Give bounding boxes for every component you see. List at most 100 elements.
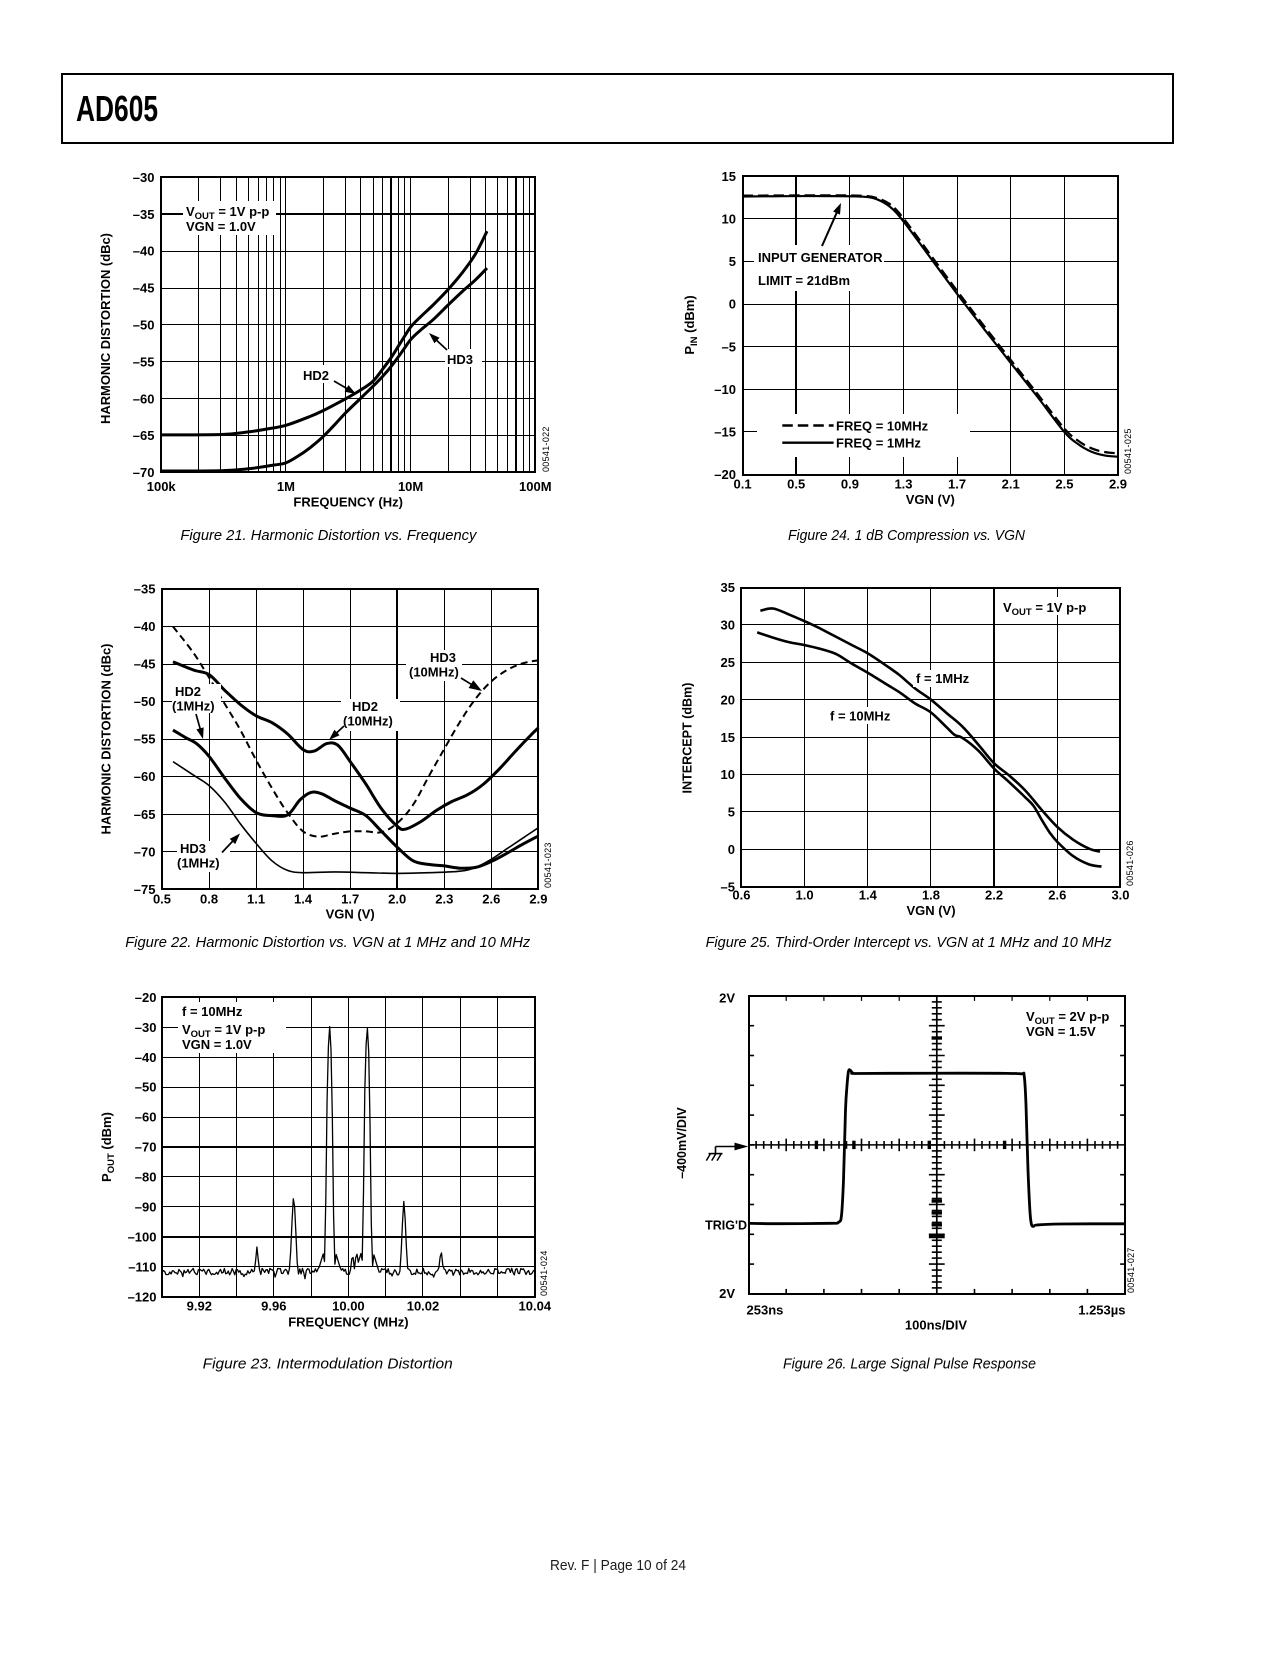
svg-text:0.6: 0.6 (732, 888, 750, 903)
svg-text:LIMIT = 21dBm: LIMIT = 21dBm (758, 273, 850, 288)
svg-text:VGN = 1.0V: VGN = 1.0V (182, 1037, 252, 1052)
svg-text:INTERCEPT (dBm): INTERCEPT (dBm) (680, 683, 695, 794)
svg-text:2.1: 2.1 (1002, 477, 1020, 492)
svg-text:1.4: 1.4 (294, 892, 313, 907)
svg-text:00541-023: 00541-023 (543, 842, 553, 888)
svg-text:–75: –75 (134, 882, 156, 897)
svg-text:2.6: 2.6 (482, 892, 500, 907)
svg-text:f = 10MHz: f = 10MHz (830, 709, 891, 724)
svg-text:–60: –60 (133, 391, 155, 406)
svg-text:1.1: 1.1 (247, 892, 265, 907)
svg-text:–80: –80 (135, 1170, 157, 1185)
svg-text:FREQ = 1MHz: FREQ = 1MHz (836, 436, 921, 451)
svg-text:TRIG'D: TRIG'D (705, 1219, 747, 1233)
svg-text:VGN (V): VGN (V) (906, 903, 955, 918)
svg-text:–30: –30 (135, 1020, 157, 1035)
svg-text:AD605: AD605 (76, 88, 158, 129)
svg-text:HD2: HD2 (303, 368, 329, 383)
svg-text:2.0: 2.0 (388, 892, 406, 907)
svg-text:Figure 24. 1 dB Compression vs: Figure 24. 1 dB Compression vs. VGN (788, 527, 1025, 544)
svg-text:HARMONIC DISTORTION (dBc): HARMONIC DISTORTION (dBc) (98, 233, 113, 424)
svg-text:100k: 100k (147, 479, 177, 494)
svg-text:Figure 21. Harmonic Distortion: Figure 21. Harmonic Distortion vs. Frequ… (180, 527, 477, 544)
svg-text:00541-024: 00541-024 (539, 1250, 549, 1296)
svg-text:9.92: 9.92 (187, 1299, 212, 1314)
svg-text:–65: –65 (133, 428, 155, 443)
svg-text:20: 20 (721, 692, 735, 707)
svg-text:VGN = 1.0V: VGN = 1.0V (186, 219, 256, 234)
svg-text:2V: 2V (719, 1286, 735, 1301)
svg-text:–45: –45 (134, 657, 156, 672)
svg-text:(1MHz): (1MHz) (172, 699, 215, 714)
svg-text:2.5: 2.5 (1055, 477, 1073, 492)
svg-text:2.2: 2.2 (985, 888, 1003, 903)
svg-text:VGN (V): VGN (V) (326, 907, 375, 922)
svg-text:0.5: 0.5 (153, 892, 171, 907)
svg-text:–65: –65 (134, 807, 156, 822)
svg-text:–35: –35 (134, 582, 156, 597)
svg-text:–400mV/DIV: –400mV/DIV (675, 1107, 689, 1179)
svg-text:10M: 10M (398, 479, 423, 494)
svg-text:(10MHz): (10MHz) (343, 714, 393, 729)
svg-text:Rev. F | Page 10 of 24: Rev. F | Page 10 of 24 (550, 1558, 686, 1574)
svg-text:–60: –60 (134, 769, 156, 784)
svg-text:–70: –70 (134, 844, 156, 859)
svg-text:–70: –70 (135, 1140, 157, 1155)
svg-text:–55: –55 (134, 732, 156, 747)
svg-text:–55: –55 (133, 354, 155, 369)
svg-text:1M: 1M (277, 479, 295, 494)
svg-text:253ns: 253ns (747, 1303, 784, 1318)
svg-text:FREQ = 10MHz: FREQ = 10MHz (836, 419, 929, 434)
svg-text:1.4: 1.4 (859, 888, 878, 903)
svg-text:–30: –30 (133, 170, 155, 185)
svg-text:–10: –10 (714, 382, 736, 397)
svg-text:9.96: 9.96 (261, 1299, 286, 1314)
svg-text:FREQUENCY (Hz): FREQUENCY (Hz) (293, 495, 403, 510)
svg-text:30: 30 (721, 618, 735, 633)
svg-text:10: 10 (722, 211, 736, 226)
svg-text:10: 10 (721, 767, 735, 782)
svg-text:0.5: 0.5 (787, 477, 805, 492)
svg-text:(10MHz): (10MHz) (409, 665, 459, 680)
svg-text:10.00: 10.00 (332, 1299, 365, 1314)
svg-text:00541-025: 00541-025 (1123, 428, 1133, 474)
svg-text:3.0: 3.0 (1111, 888, 1129, 903)
svg-text:100ns/DIV: 100ns/DIV (905, 1318, 967, 1333)
svg-text:5: 5 (728, 805, 735, 820)
svg-text:–70: –70 (133, 465, 155, 480)
svg-text:Figure 25. Third-Order Interce: Figure 25. Third-Order Intercept vs. VGN… (706, 934, 1112, 951)
svg-text:HD2: HD2 (175, 684, 201, 699)
svg-text:0: 0 (729, 297, 736, 312)
svg-text:HARMONIC DISTORTION (dBc): HARMONIC DISTORTION (dBc) (99, 644, 114, 835)
svg-text:5: 5 (729, 254, 736, 269)
svg-text:–40: –40 (135, 1050, 157, 1065)
svg-text:Figure 23. Intermodulation Dis: Figure 23. Intermodulation Distortion (203, 1356, 453, 1373)
svg-text:Figure 22. Harmonic Distortion: Figure 22. Harmonic Distortion vs. VGN a… (125, 934, 530, 951)
svg-text:–50: –50 (134, 694, 156, 709)
svg-text:–120: –120 (128, 1289, 157, 1304)
svg-text:f = 1MHz: f = 1MHz (916, 671, 970, 686)
svg-text:0.1: 0.1 (734, 477, 752, 492)
svg-text:1.0: 1.0 (796, 888, 814, 903)
svg-text:2V: 2V (719, 991, 735, 1006)
svg-text:15: 15 (721, 730, 735, 745)
svg-text:–20: –20 (135, 990, 157, 1005)
svg-text:–5: –5 (722, 339, 736, 354)
svg-text:0.8: 0.8 (200, 892, 218, 907)
svg-text:00541-027: 00541-027 (1126, 1247, 1136, 1293)
svg-text:25: 25 (721, 655, 735, 670)
svg-text:2.9: 2.9 (1109, 477, 1127, 492)
svg-text:HD3: HD3 (447, 352, 473, 367)
svg-text:INPUT GENERATOR: INPUT GENERATOR (758, 250, 883, 265)
svg-text:–40: –40 (133, 244, 155, 259)
svg-text:–15: –15 (714, 425, 736, 440)
svg-text:00541-026: 00541-026 (1125, 840, 1135, 886)
svg-text:1.7: 1.7 (948, 477, 966, 492)
svg-text:00541-022: 00541-022 (541, 426, 551, 472)
svg-text:–5: –5 (721, 879, 735, 894)
svg-text:100M: 100M (519, 479, 552, 494)
svg-text:–60: –60 (135, 1110, 157, 1125)
svg-text:2.3: 2.3 (435, 892, 453, 907)
svg-text:1.7: 1.7 (341, 892, 359, 907)
svg-text:HD2: HD2 (352, 699, 378, 714)
